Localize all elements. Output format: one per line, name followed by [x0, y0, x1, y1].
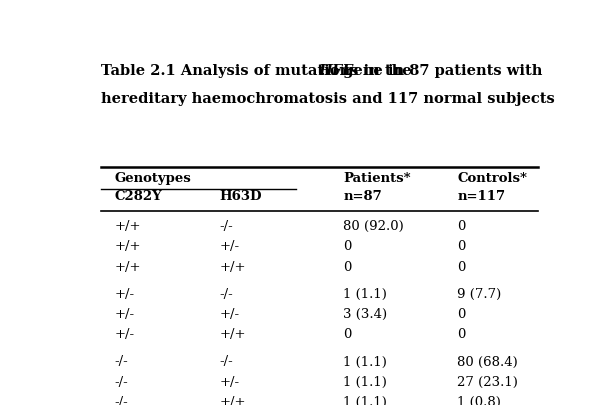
Text: H63D: H63D — [220, 190, 262, 203]
Text: n=87: n=87 — [343, 190, 382, 203]
Text: 1 (1.1): 1 (1.1) — [343, 396, 387, 405]
Text: +/-: +/- — [115, 308, 135, 321]
Text: -/-: -/- — [115, 356, 128, 369]
Text: 0: 0 — [457, 261, 466, 274]
Text: 80 (68.4): 80 (68.4) — [457, 356, 518, 369]
Text: 27 (23.1): 27 (23.1) — [457, 376, 518, 389]
Text: -/-: -/- — [115, 376, 128, 389]
Text: 80 (92.0): 80 (92.0) — [343, 220, 404, 233]
Text: hereditary haemochromatosis and 117 normal subjects: hereditary haemochromatosis and 117 norm… — [101, 92, 554, 106]
Text: +/-: +/- — [220, 241, 239, 254]
Text: Genotypes: Genotypes — [115, 172, 192, 185]
Text: 0: 0 — [343, 328, 352, 341]
Text: 3 (3.4): 3 (3.4) — [343, 308, 387, 321]
Text: 0: 0 — [343, 241, 352, 254]
Text: +/+: +/+ — [220, 328, 246, 341]
Text: -/-: -/- — [115, 396, 128, 405]
Text: +/-: +/- — [115, 328, 135, 341]
Text: -/-: -/- — [220, 220, 233, 233]
Text: gene in 87 patients with: gene in 87 patients with — [338, 64, 542, 78]
Text: C282Y: C282Y — [115, 190, 163, 203]
Text: 1 (1.1): 1 (1.1) — [343, 288, 387, 301]
Text: n=117: n=117 — [457, 190, 505, 203]
Text: 1 (1.1): 1 (1.1) — [343, 356, 387, 369]
Text: +/+: +/+ — [220, 261, 246, 274]
Text: +/+: +/+ — [115, 241, 141, 254]
Text: Table 2.1 Analysis of mutations in the: Table 2.1 Analysis of mutations in the — [101, 64, 416, 78]
Text: 0: 0 — [343, 261, 352, 274]
Text: +/-: +/- — [115, 288, 135, 301]
Text: 0: 0 — [457, 328, 466, 341]
Text: 0: 0 — [457, 220, 466, 233]
Text: 9 (7.7): 9 (7.7) — [457, 288, 502, 301]
Text: 0: 0 — [457, 308, 466, 321]
Text: HFE: HFE — [319, 64, 354, 78]
Text: +/+: +/+ — [115, 220, 141, 233]
Text: Patients*: Patients* — [343, 172, 411, 185]
Text: 1 (1.1): 1 (1.1) — [343, 376, 387, 389]
Text: 0: 0 — [457, 241, 466, 254]
Text: +/+: +/+ — [115, 261, 141, 274]
Text: Controls*: Controls* — [457, 172, 527, 185]
Text: +/+: +/+ — [220, 396, 246, 405]
Text: 1 (0.8): 1 (0.8) — [457, 396, 501, 405]
Text: -/-: -/- — [220, 288, 233, 301]
Text: +/-: +/- — [220, 376, 239, 389]
Text: +/-: +/- — [220, 308, 239, 321]
Text: -/-: -/- — [220, 356, 233, 369]
